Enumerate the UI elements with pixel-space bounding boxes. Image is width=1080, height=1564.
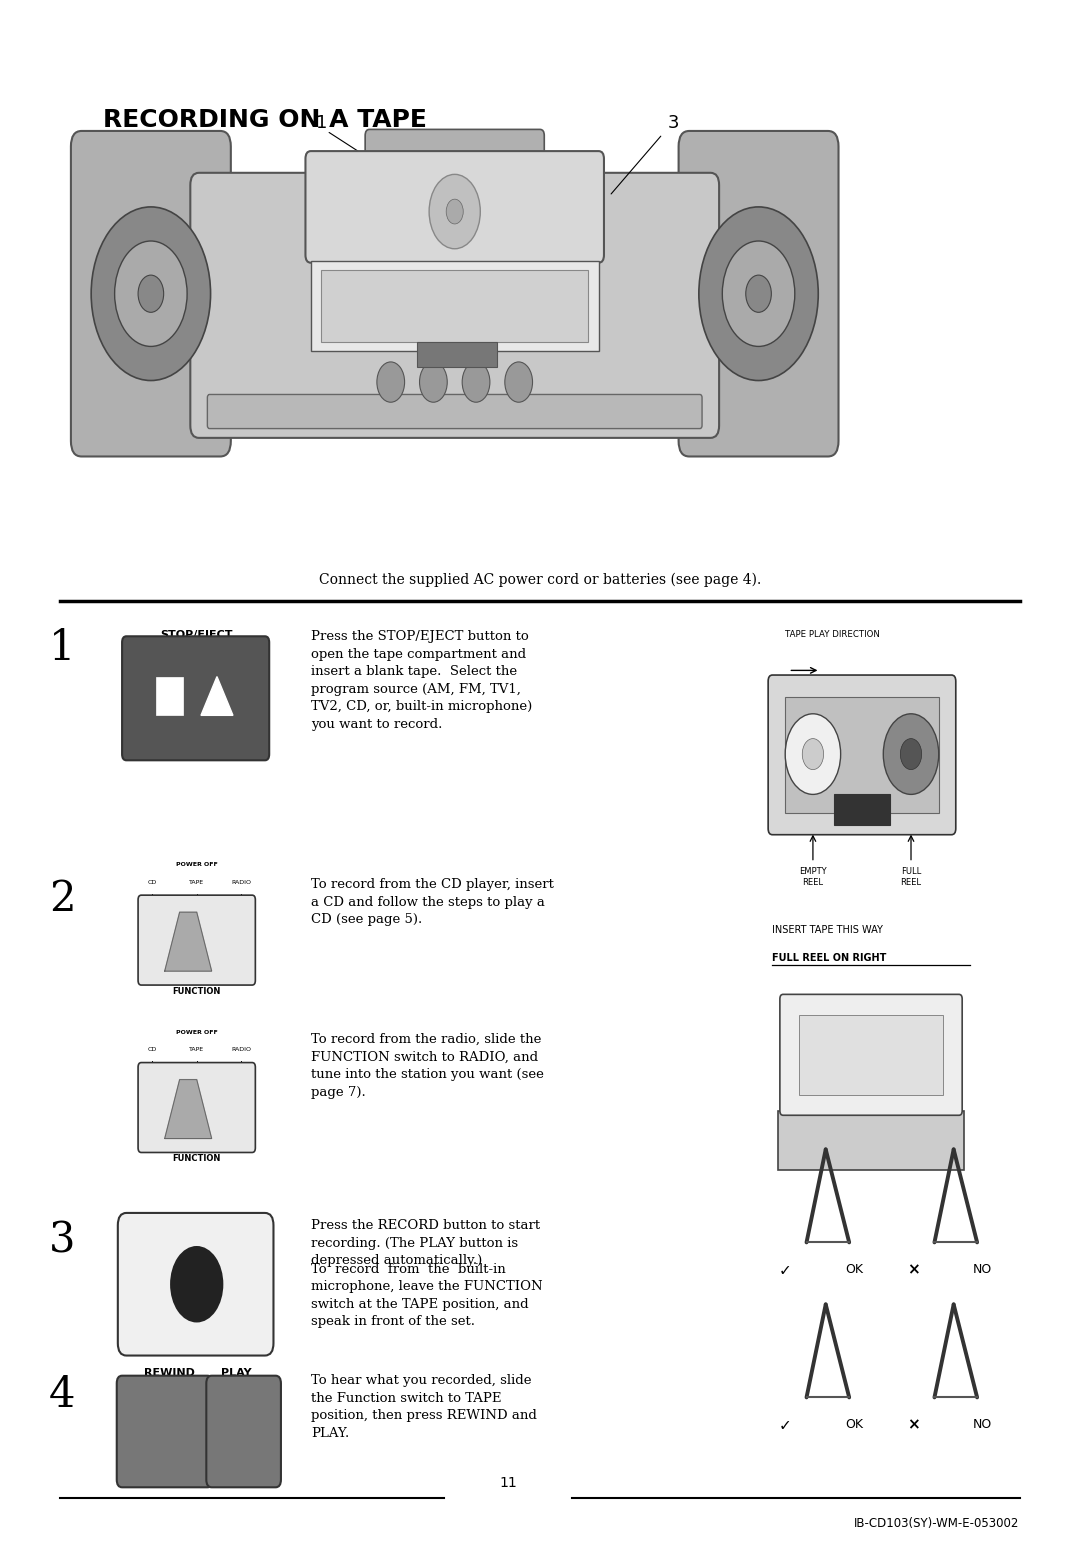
Text: Connect the supplied AC power cord or batteries (see page 4).: Connect the supplied AC power cord or ba… (319, 572, 761, 586)
Circle shape (504, 361, 532, 402)
Circle shape (901, 738, 921, 769)
FancyBboxPatch shape (778, 1110, 964, 1170)
Circle shape (446, 199, 463, 224)
Text: POWER OFF: POWER OFF (176, 1029, 217, 1035)
Text: FULL
REEL: FULL REEL (901, 868, 921, 887)
Text: 4: 4 (49, 1375, 76, 1415)
Polygon shape (165, 1079, 212, 1139)
Text: A: A (942, 752, 946, 759)
Text: 2: 2 (49, 877, 76, 920)
Text: TAPE: TAPE (189, 879, 204, 885)
Text: FULL REEL ON RIGHT: FULL REEL ON RIGHT (772, 952, 887, 962)
Text: ×: × (907, 1262, 919, 1278)
Text: INSERT TAPE THIS WAY: INSERT TAPE THIS WAY (772, 924, 883, 935)
Text: ◄: ◄ (238, 1423, 249, 1440)
FancyBboxPatch shape (207, 394, 702, 429)
Polygon shape (201, 677, 233, 715)
Text: NO: NO (973, 1262, 993, 1276)
Text: Press the RECORD button to start
recording. (The PLAY button is
depressed automa: Press the RECORD button to start recordi… (311, 1218, 540, 1267)
FancyBboxPatch shape (138, 895, 255, 985)
Text: OK: OK (846, 1262, 864, 1276)
Text: To record from the CD player, insert
a CD and follow the steps to play a
CD (see: To record from the CD player, insert a C… (311, 877, 554, 926)
Circle shape (802, 738, 824, 769)
FancyBboxPatch shape (678, 131, 838, 457)
FancyBboxPatch shape (365, 130, 544, 175)
Circle shape (462, 361, 490, 402)
FancyBboxPatch shape (71, 131, 231, 457)
FancyBboxPatch shape (117, 1376, 213, 1487)
Bar (799, 1015, 943, 1095)
Text: 3: 3 (667, 114, 679, 133)
Text: ◄IIII: ◄IIII (864, 1137, 878, 1146)
Text: 1: 1 (50, 627, 76, 669)
Text: STOP/EJECT: STOP/EJECT (161, 630, 233, 640)
Bar (785, 696, 939, 813)
Text: RADIO: RADIO (231, 1046, 252, 1053)
Circle shape (114, 241, 187, 346)
Circle shape (699, 206, 819, 380)
Text: FUNCTION: FUNCTION (173, 1154, 221, 1164)
Text: OK: OK (846, 1417, 864, 1431)
FancyBboxPatch shape (768, 676, 956, 835)
FancyBboxPatch shape (122, 637, 269, 760)
Text: To record from the radio, slide the
FUNCTION switch to RADIO, and
tune into the : To record from the radio, slide the FUNC… (311, 1034, 543, 1098)
Text: IB-CD103(SY)-WM-E-053002: IB-CD103(SY)-WM-E-053002 (854, 1517, 1020, 1530)
Text: To  record  from  the  built-in
microphone, leave the FUNCTION
switch at the TAP: To record from the built-in microphone, … (311, 1262, 542, 1328)
Text: PLAY: PLAY (220, 1368, 252, 1378)
Text: RECORDING ON A TAPE: RECORDING ON A TAPE (103, 108, 427, 131)
Text: CD: CD (147, 879, 157, 885)
Bar (311, 261, 598, 350)
Text: 3: 3 (49, 1218, 76, 1261)
Text: REWIND: REWIND (144, 1368, 194, 1378)
Text: NO: NO (973, 1417, 993, 1431)
Circle shape (91, 206, 211, 380)
Text: RECORD: RECORD (171, 1217, 222, 1226)
Polygon shape (165, 912, 212, 971)
Circle shape (723, 241, 795, 346)
Circle shape (785, 713, 840, 795)
Text: ×: × (907, 1417, 919, 1433)
Text: FUNCTION: FUNCTION (173, 987, 221, 996)
Text: EMPTY
REEL: EMPTY REEL (799, 868, 826, 887)
Text: TAPE PLAY DIRECTION: TAPE PLAY DIRECTION (785, 630, 880, 640)
Text: TAPE: TAPE (189, 1046, 204, 1053)
Text: To hear what you recorded, slide
the Function switch to TAPE
position, then pres: To hear what you recorded, slide the Fun… (311, 1375, 537, 1439)
FancyBboxPatch shape (118, 1214, 273, 1356)
FancyBboxPatch shape (138, 1062, 255, 1153)
Circle shape (883, 713, 939, 795)
Circle shape (377, 361, 405, 402)
Circle shape (746, 275, 771, 313)
Bar (834, 795, 890, 826)
Text: 11: 11 (499, 1476, 517, 1490)
Circle shape (138, 275, 164, 313)
Circle shape (429, 174, 481, 249)
Bar (157, 677, 183, 715)
Text: ✓: ✓ (779, 1417, 792, 1433)
Text: ✓: ✓ (779, 1262, 792, 1278)
FancyBboxPatch shape (206, 1376, 281, 1487)
Bar (322, 271, 588, 343)
Bar (417, 343, 498, 366)
Text: CD: CD (147, 1046, 157, 1053)
Circle shape (419, 361, 447, 402)
FancyBboxPatch shape (780, 995, 962, 1115)
Circle shape (171, 1247, 222, 1322)
Text: Press the STOP/EJECT button to
open the tape compartment and
insert a blank tape: Press the STOP/EJECT button to open the … (311, 630, 532, 730)
Text: ▶▶: ▶▶ (156, 1425, 174, 1437)
Text: POWER OFF: POWER OFF (176, 862, 217, 868)
FancyBboxPatch shape (190, 172, 719, 438)
Text: RADIO: RADIO (231, 879, 252, 885)
FancyBboxPatch shape (306, 152, 604, 263)
Text: 1: 1 (315, 114, 327, 133)
